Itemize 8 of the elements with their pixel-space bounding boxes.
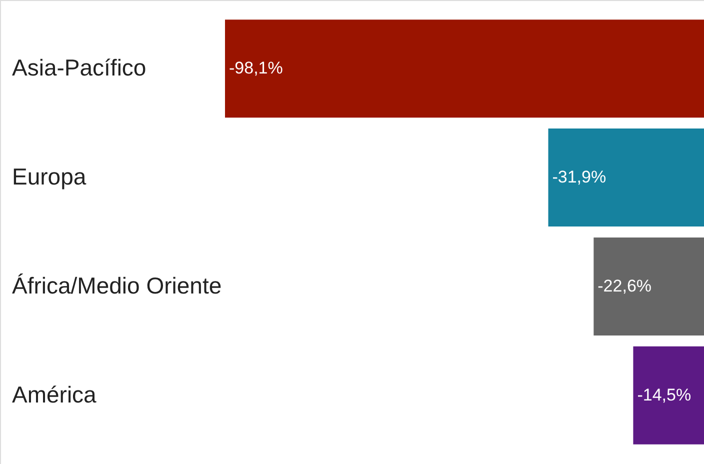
data-label: -98,1%: [229, 58, 283, 78]
y-tick-label: África/Medio Oriente: [12, 272, 222, 298]
y-tick-label: Asia-Pacífico: [12, 54, 146, 81]
y-tick-label: Europa: [12, 164, 86, 190]
data-label: -14,5%: [637, 385, 692, 404]
data-label: -22,6%: [598, 276, 652, 296]
data-label: -31,9%: [552, 168, 606, 187]
y-tick-label: América: [12, 381, 97, 408]
